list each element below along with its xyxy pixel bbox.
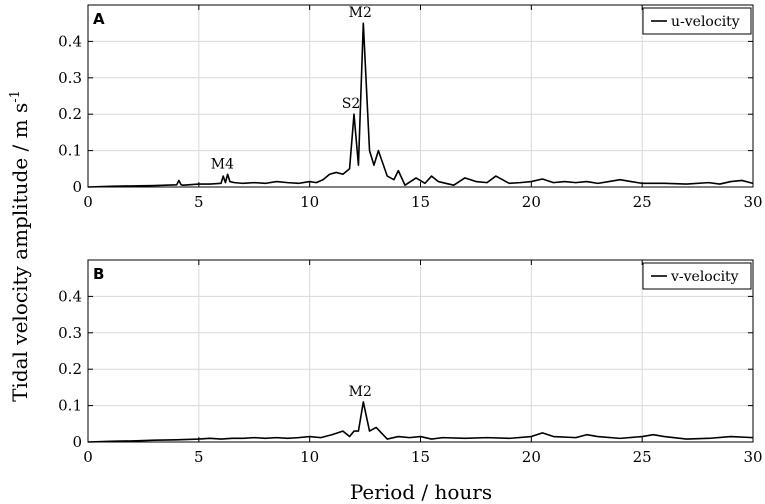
peak-annotation: M2 xyxy=(349,5,372,21)
y-tick-label: 0.2 xyxy=(58,105,82,123)
series-line xyxy=(87,401,754,443)
annotations: M4 S2 M2 xyxy=(211,5,372,172)
panel-b: 0 5 10 15 20 25 30 0 0.1 0.2 0.3 0.4 M2 B v-velocit… xyxy=(58,259,763,466)
y-tick-label: 0.1 xyxy=(58,397,82,415)
x-tick-label: 30 xyxy=(743,193,762,211)
y-axis-title-main: Tidal velocity amplitude / m s xyxy=(8,103,32,402)
x-tick-label: 20 xyxy=(522,448,541,466)
x-tick-label: 30 xyxy=(743,448,762,466)
tick-labels: 0 5 10 15 20 25 30 0 0.1 0.2 0.3 0.4 xyxy=(58,260,763,466)
legend-label: v-velocity xyxy=(670,269,739,285)
x-tick-label: 10 xyxy=(300,193,319,211)
panel-label: A xyxy=(93,10,105,28)
grid xyxy=(88,5,753,187)
peak-annotation: M2 xyxy=(349,384,372,400)
x-tick-label: 0 xyxy=(83,193,93,211)
legend: v-velocity xyxy=(642,262,752,290)
x-tick-label: 15 xyxy=(411,193,430,211)
legend-box xyxy=(642,262,752,290)
y-tick-label: 0 xyxy=(72,178,82,196)
x-tick-label: 5 xyxy=(194,193,204,211)
peak-annotation: S2 xyxy=(342,96,361,112)
x-tick-label: 10 xyxy=(300,448,319,466)
series-line xyxy=(87,22,754,188)
y-axis-title: Tidal velocity amplitude / m s-1 xyxy=(8,90,32,402)
legend: u-velocity xyxy=(642,7,752,35)
annotations: M2 xyxy=(349,384,372,400)
y-tick-label: 0.4 xyxy=(58,287,82,305)
y-axis-title-superscript: -1 xyxy=(8,90,23,103)
y-tick-label: 0.1 xyxy=(58,142,82,160)
grid xyxy=(88,260,753,442)
panel-a: 0 5 10 15 20 25 30 0 0.1 0.2 0.3 0.4 M4 S2 M2 A u-vel… xyxy=(58,4,763,211)
x-axis-title: Period / hours xyxy=(350,480,492,504)
x-tick-label: 15 xyxy=(411,448,430,466)
x-tick-label: 0 xyxy=(83,448,93,466)
legend-label: u-velocity xyxy=(671,14,740,30)
y-tick-label: 0.3 xyxy=(58,69,82,87)
y-tick-label: 0.2 xyxy=(58,360,82,378)
x-tick-label: 5 xyxy=(194,448,204,466)
x-tick-label: 25 xyxy=(633,448,652,466)
x-tick-label: 25 xyxy=(633,193,652,211)
peak-annotation: M4 xyxy=(211,156,234,172)
y-tick-label: 0 xyxy=(72,433,82,451)
panel-label: B xyxy=(93,265,104,283)
y-tick-label: 0.3 xyxy=(58,324,82,342)
x-tick-label: 20 xyxy=(522,193,541,211)
legend-box xyxy=(642,7,752,35)
tick-labels: 0 5 10 15 20 25 30 0 0.1 0.2 0.3 0.4 xyxy=(58,5,763,211)
y-tick-label: 0.4 xyxy=(58,32,82,50)
